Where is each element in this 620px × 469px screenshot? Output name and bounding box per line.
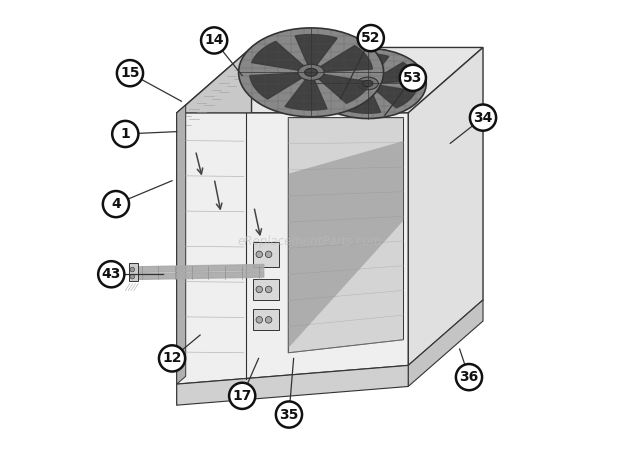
Text: 36: 36 xyxy=(459,370,479,384)
Text: eReplacementParts.com: eReplacementParts.com xyxy=(238,235,382,248)
Ellipse shape xyxy=(304,68,317,76)
Ellipse shape xyxy=(357,77,378,90)
Circle shape xyxy=(265,317,272,323)
Polygon shape xyxy=(177,325,252,405)
Circle shape xyxy=(229,383,255,409)
Polygon shape xyxy=(368,83,416,108)
Polygon shape xyxy=(311,72,371,103)
Polygon shape xyxy=(177,113,408,384)
Text: 14: 14 xyxy=(205,33,224,47)
Polygon shape xyxy=(347,83,381,113)
Circle shape xyxy=(112,121,138,147)
Circle shape xyxy=(265,251,272,257)
Polygon shape xyxy=(408,47,483,365)
Circle shape xyxy=(130,267,135,272)
Circle shape xyxy=(256,317,262,323)
Text: 34: 34 xyxy=(473,111,493,125)
Circle shape xyxy=(276,401,302,428)
Polygon shape xyxy=(285,72,327,110)
Text: 12: 12 xyxy=(162,351,182,365)
Polygon shape xyxy=(295,35,337,72)
Ellipse shape xyxy=(298,64,324,80)
Polygon shape xyxy=(288,141,404,348)
Text: 17: 17 xyxy=(232,389,252,403)
Bar xyxy=(253,310,279,330)
Polygon shape xyxy=(311,45,373,72)
Circle shape xyxy=(358,25,384,51)
Polygon shape xyxy=(177,47,252,384)
Text: 43: 43 xyxy=(102,267,121,281)
Polygon shape xyxy=(318,83,368,105)
Text: 35: 35 xyxy=(279,408,299,422)
Text: 4: 4 xyxy=(111,197,121,211)
Circle shape xyxy=(98,261,125,287)
Text: 53: 53 xyxy=(403,71,423,85)
Polygon shape xyxy=(250,72,311,99)
Text: 1: 1 xyxy=(120,127,130,141)
Circle shape xyxy=(456,364,482,390)
Circle shape xyxy=(256,251,262,257)
Polygon shape xyxy=(355,53,389,83)
Polygon shape xyxy=(288,118,404,353)
Polygon shape xyxy=(408,300,483,386)
Bar xyxy=(253,279,279,300)
Polygon shape xyxy=(177,365,408,405)
Circle shape xyxy=(201,27,228,53)
Text: 52: 52 xyxy=(361,31,381,45)
Circle shape xyxy=(130,274,135,279)
Ellipse shape xyxy=(239,28,384,117)
Bar xyxy=(128,263,138,281)
Circle shape xyxy=(117,60,143,86)
Circle shape xyxy=(159,345,185,371)
Polygon shape xyxy=(177,47,483,113)
Polygon shape xyxy=(177,105,186,384)
Ellipse shape xyxy=(363,80,373,87)
Circle shape xyxy=(103,191,129,217)
Ellipse shape xyxy=(309,48,426,119)
Polygon shape xyxy=(368,62,417,83)
Polygon shape xyxy=(320,59,368,83)
Bar xyxy=(253,242,279,267)
Circle shape xyxy=(265,286,272,293)
Circle shape xyxy=(256,286,262,293)
Circle shape xyxy=(400,65,426,91)
Polygon shape xyxy=(252,41,311,72)
Circle shape xyxy=(470,105,496,131)
Text: 15: 15 xyxy=(120,66,140,80)
